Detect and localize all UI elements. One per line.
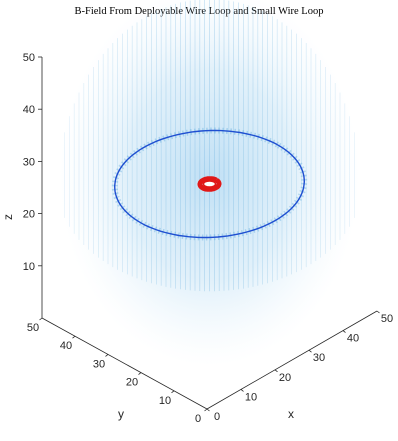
y-tick [105, 354, 109, 357]
y-tick [72, 335, 76, 339]
x-tick [308, 349, 312, 353]
small-loop [197, 176, 222, 192]
y-axis-line [41, 317, 208, 410]
x-tick-label: 30 [313, 352, 325, 364]
y-tick-label: 0 [195, 413, 201, 425]
small-loop-core [202, 180, 217, 188]
deployable-loop [113, 129, 306, 239]
y-tick-label: 30 [93, 358, 105, 370]
x-axis-line [206, 310, 378, 410]
x-tick-label: 10 [245, 391, 257, 403]
x-tick-label: 40 [347, 333, 359, 345]
z-tick-label: 30 [23, 156, 35, 168]
x-axis-label: x [288, 407, 294, 421]
axes-layer [41, 57, 378, 410]
y-tick [204, 408, 208, 412]
y-tick-label: 50 [27, 322, 39, 334]
y-tick-label: 40 [60, 340, 72, 352]
x-tick [274, 369, 278, 373]
z-tick-label: 10 [23, 261, 35, 273]
z-tick-label: 40 [23, 104, 35, 116]
x-tick [342, 330, 346, 333]
z-tick-label: 50 [23, 52, 35, 64]
y-tick-label: 10 [159, 395, 171, 407]
x-tick-label: 20 [279, 372, 291, 384]
x-tick [206, 408, 210, 412]
x-tick-label: 0 [214, 411, 220, 423]
x-tick-label: 50 [381, 313, 393, 325]
x-tick [240, 389, 244, 392]
y-tick [39, 317, 43, 321]
ticks-layer: 0 10 20 30 40 50 0 10 20 30 40 50 10 20 30 40 50 [23, 52, 393, 425]
y-axis-label: y [118, 407, 124, 421]
loops-layer [111, 127, 308, 241]
y-tick [171, 390, 175, 394]
y-tick [138, 372, 142, 375]
z-axis-label: z [1, 214, 15, 220]
x-tick [376, 310, 380, 314]
y-tick-label: 20 [126, 377, 138, 389]
z-tick-label: 20 [23, 209, 35, 221]
